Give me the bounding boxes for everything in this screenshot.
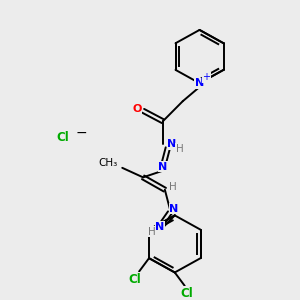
Text: −: − [76, 126, 87, 140]
Text: Cl: Cl [56, 131, 69, 144]
Text: N: N [195, 78, 204, 88]
Text: Cl: Cl [129, 273, 142, 286]
Text: N: N [169, 204, 178, 214]
Text: CH₃: CH₃ [98, 158, 117, 168]
Text: O: O [132, 104, 142, 114]
Text: H: H [148, 226, 156, 237]
Text: +: + [202, 73, 211, 82]
Text: H: H [176, 144, 184, 154]
Text: N: N [158, 162, 167, 172]
Text: N: N [167, 139, 176, 149]
Text: H: H [169, 182, 177, 192]
Text: Cl: Cl [180, 287, 193, 300]
Text: N: N [155, 222, 164, 232]
